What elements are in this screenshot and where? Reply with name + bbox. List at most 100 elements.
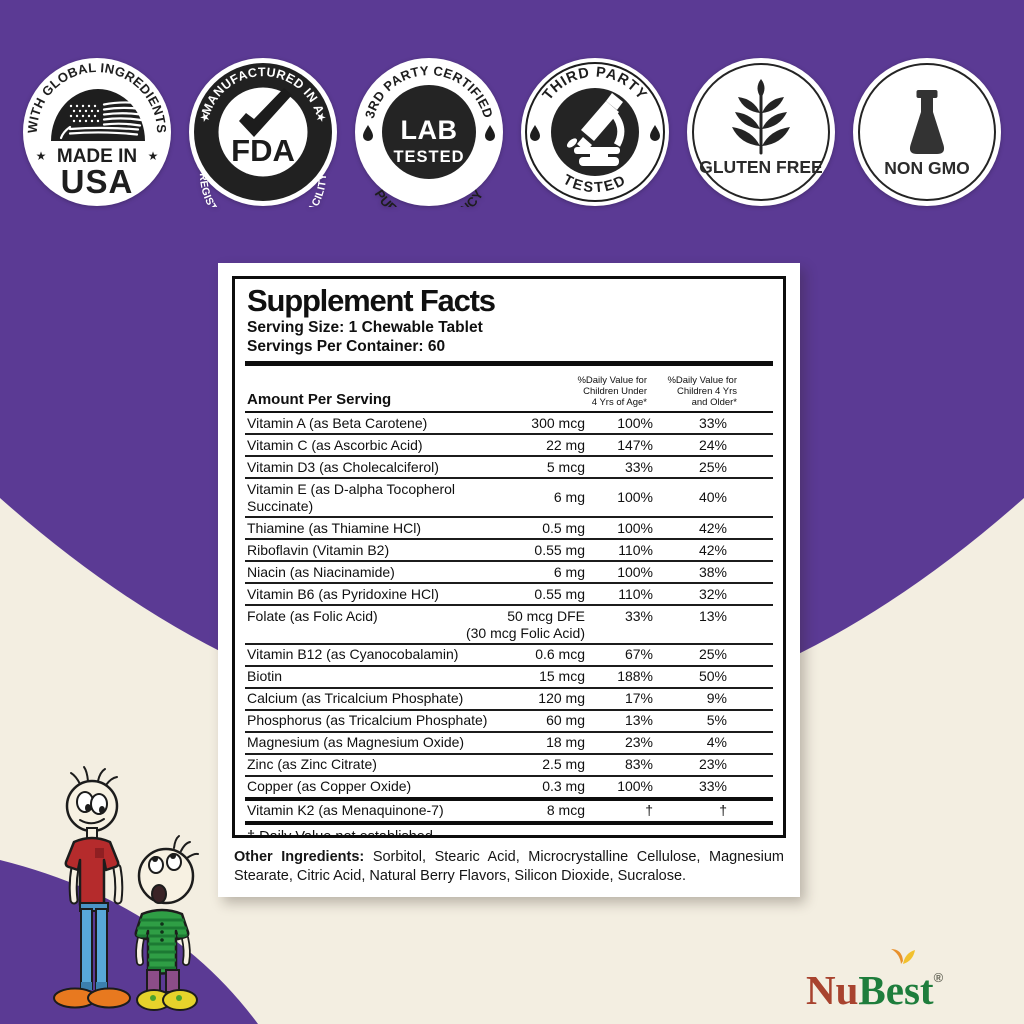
nutrient-name: Niacin (as Niacinamide)	[247, 563, 395, 580]
nutrient-amount: 120 mg	[538, 690, 585, 706]
dv-4plus-value: 50%	[698, 668, 727, 684]
dv-4plus-value: 13%	[698, 607, 727, 624]
nutrient-name: Zinc (as Zinc Citrate)	[247, 756, 377, 772]
dv-4plus-value: 42%	[698, 519, 727, 536]
third-party-tested-badge: THIRD PARTY TESTED	[521, 58, 669, 206]
nutrient-name: Calcium (as Tricalcium Phosphate)	[247, 690, 464, 706]
supplement-row: Zinc (as Zinc Citrate) 2.5 mg 83% 23%	[245, 755, 773, 777]
brand-logo: NuBest®	[806, 949, 943, 1013]
supplement-row: Copper (as Copper Oxide) 0.3 mg 100% 33%	[245, 777, 773, 797]
other-ingredients-label: Other Ingredients:	[234, 849, 365, 865]
dv-4plus-value: 25%	[698, 458, 727, 475]
nutrient-name: Vitamin B12 (as Cyanocobalamin)	[247, 646, 459, 662]
nutrient-name: Vitamin B6 (as Pyridoxine HCl)	[247, 585, 439, 602]
dv-4plus-value: 4%	[706, 734, 727, 750]
nutrient-amount: 5 mcg	[546, 458, 585, 475]
dv-4plus-value: 38%	[698, 563, 727, 580]
nutrient-name: Biotin	[247, 668, 283, 684]
nutrient-name: Vitamin D3 (as Cholecalciferol)	[247, 458, 439, 475]
nutrient-name: Phosphorus (as Tricalcium Phosphate)	[247, 712, 488, 728]
made-in-label: MADE IN	[57, 146, 137, 167]
flask-icon	[909, 90, 945, 154]
droplet-icon	[650, 125, 660, 141]
nutrient-name: Vitamin C (as Ascorbic Acid)	[247, 436, 423, 453]
logo-nu: Nu	[806, 967, 859, 1013]
amount-per-serving-header: Amount Per Serving	[247, 391, 392, 408]
supplement-row: Phosphorus (as Tricalcium Phosphate) 60 …	[245, 711, 773, 733]
other-ingredients: Other Ingredients: Sorbitol, Stearic Aci…	[234, 848, 784, 886]
nutrient-amount: 0.55 mg	[534, 585, 585, 602]
certification-badges: WITH GLOBAL INGREDIENTS ★ ★ MADE IN USA	[22, 57, 1002, 207]
nutrient-amount: 15 mcg	[539, 668, 585, 684]
dv-4plus-value: 24%	[698, 436, 727, 453]
dv-under4-value: 33%	[624, 458, 653, 475]
dv-4plus-header: %Daily Value for Children 4 Yrs and Olde…	[667, 375, 737, 408]
hair	[70, 766, 118, 786]
nutrient-name: Magnesium (as Magnesium Oxide)	[247, 734, 465, 750]
dv-under4-value: 110%	[618, 541, 653, 558]
tall-kid	[53, 766, 131, 1009]
dv-4plus-value: †	[719, 802, 727, 818]
dv-under4-value: 13%	[624, 712, 653, 728]
other-ingredients-text: Sorbitol, Stearic Acid, Microcrystalline…	[234, 849, 784, 884]
servings-per-container: Servings Per Container: 60	[247, 338, 446, 355]
checkmark-icon	[239, 88, 292, 137]
nutrient-name: Vitamin A (as Beta Carotene)	[247, 414, 428, 431]
nutrient-amount: 300 mcg	[531, 414, 585, 431]
dv-under4-value: 17%	[624, 690, 653, 706]
supplement-row: Folate (as Folic Acid) 50 mcg DFE (30 mcg…	[245, 606, 773, 645]
dv-under4-value: 83%	[624, 756, 653, 772]
dv-4plus-value: 23%	[698, 756, 727, 772]
dv-under4-value: 188%	[617, 668, 653, 684]
fda-badge: MANUFACTURED IN A REGISTERED & INSPECTED…	[189, 58, 337, 207]
nutrient-name: Vitamin E (as D-alpha Tocopherol Succina…	[247, 480, 456, 514]
thick-divider	[245, 361, 773, 366]
short-kid	[134, 835, 199, 1011]
supplement-row: Calcium (as Tricalcium Phosphate) 120 mg…	[245, 689, 773, 711]
hair	[173, 835, 199, 859]
dv-under4-value: 67%	[624, 646, 653, 662]
non-gmo-label: NON GMO	[884, 158, 970, 178]
droplet-icon	[485, 125, 495, 141]
dv-4plus-value: 5%	[706, 712, 727, 728]
lab-label: LAB	[401, 115, 458, 145]
dv-under4-value: 23%	[624, 734, 653, 750]
logo-best: Best	[858, 967, 934, 1013]
nutrient-amount: 6 mg	[553, 489, 585, 505]
nutrient-name: Folate (as Folic Acid)	[247, 607, 378, 624]
two-kids-illustration	[53, 766, 199, 1011]
badge-inner	[218, 87, 308, 177]
dv-4plus-value: 25%	[698, 646, 727, 662]
daily-value-footnote: † Daily Value not established.	[245, 820, 773, 835]
dv-4plus-value: 32%	[698, 585, 727, 602]
dv-4plus-value: 42%	[698, 541, 727, 558]
fda-label: FDA	[231, 133, 295, 168]
made-in-usa-badge: WITH GLOBAL INGREDIENTS ★ ★ MADE IN USA	[23, 58, 171, 206]
panel-title: Supplement Facts	[247, 283, 496, 318]
supplement-row: Vitamin K2 (as Menaquinone-7) 8 mcg † †	[245, 796, 773, 821]
supplement-row: Biotin 15 mcg 188% 50%	[245, 667, 773, 689]
badge-ring-line	[525, 62, 665, 202]
flag-stars	[69, 104, 100, 123]
dv-4plus-value: 40%	[698, 489, 727, 505]
dv-under4-value: 100%	[617, 414, 653, 431]
dv-4plus-value: 33%	[698, 778, 727, 794]
supplement-facts-panel: Supplement Facts Serving Size: 1 Chewabl…	[218, 263, 800, 897]
nutrient-name: Thiamine (as Thiamine HCl)	[247, 519, 422, 536]
star-icon: ★	[36, 149, 47, 163]
badge-ring-line	[858, 63, 996, 201]
supplement-row: Thiamine (as Thiamine HCl) 0.5 mg 100% 4…	[245, 518, 773, 540]
droplet-icon	[363, 125, 373, 142]
star-icon: ★	[148, 149, 159, 163]
supplement-row: Vitamin C (as Ascorbic Acid) 22 mg 147% …	[245, 435, 773, 457]
dv-under4-value: 100%	[617, 519, 653, 536]
nutrient-amount: 0.6 mcg	[535, 646, 585, 662]
non-gmo-badge: NON GMO	[853, 58, 1001, 206]
us-flag-icon	[59, 101, 143, 140]
supplement-row: Vitamin E (as D-alpha Tocopherol Succina…	[245, 479, 773, 518]
microscope-icon	[566, 93, 625, 166]
dv-under4-header: %Daily Value for Children Under 4 Yrs of…	[577, 375, 647, 408]
dv-under4-value: 100%	[617, 563, 653, 580]
star-icon: ★	[197, 108, 212, 125]
nutrient-name: Copper (as Copper Oxide)	[247, 778, 412, 794]
